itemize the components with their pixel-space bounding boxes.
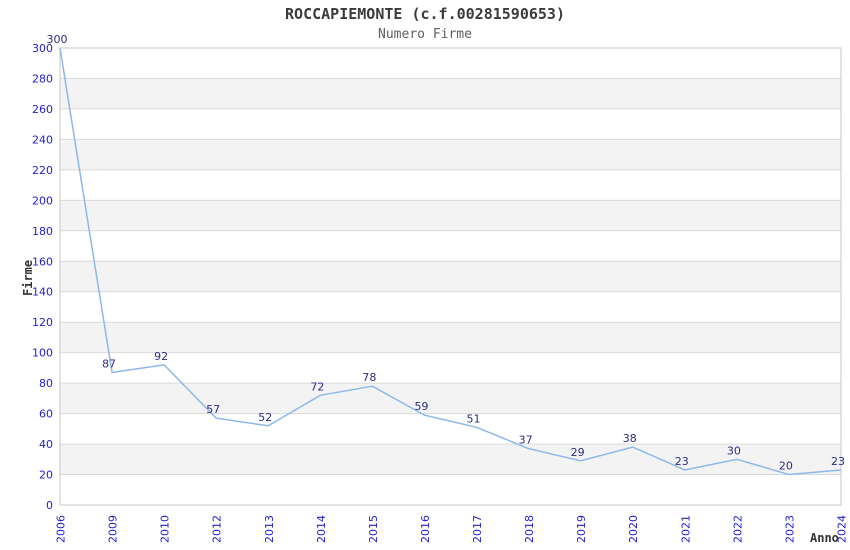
y-tick-label: 160 xyxy=(32,255,53,268)
data-point-label: 59 xyxy=(414,400,428,413)
y-tick-label: 200 xyxy=(32,194,53,207)
y-tick-label: 300 xyxy=(32,42,53,55)
x-tick-label: 2010 xyxy=(159,515,172,543)
plot-band xyxy=(60,200,841,231)
x-tick-label: 2013 xyxy=(263,515,276,543)
y-tick-label: 240 xyxy=(32,133,53,146)
plot-band xyxy=(60,261,841,292)
y-tick-label: 80 xyxy=(39,377,53,390)
y-tick-label: 60 xyxy=(39,408,53,421)
x-tick-label: 2014 xyxy=(315,515,328,543)
plot-band xyxy=(60,383,841,414)
x-tick-label: 2012 xyxy=(211,515,224,543)
data-point-label: 87 xyxy=(102,357,116,370)
data-point-label: 92 xyxy=(154,350,168,363)
y-tick-label: 220 xyxy=(32,164,53,177)
plot-band xyxy=(60,322,841,353)
plot-band xyxy=(60,139,841,170)
data-point-label: 72 xyxy=(310,380,324,393)
plot-band xyxy=(60,230,841,262)
x-tick-label: 2016 xyxy=(419,515,432,543)
plot-band xyxy=(60,78,841,109)
x-tick-label: 2023 xyxy=(783,515,796,543)
x-tick-label: 2024 xyxy=(836,515,849,543)
data-point-label: 30 xyxy=(727,444,741,457)
y-tick-label: 260 xyxy=(32,103,53,116)
chart-title: ROCCAPIEMONTE (c.f.00281590653) xyxy=(285,5,565,23)
data-point-label: 38 xyxy=(623,432,637,445)
plot-band xyxy=(60,48,841,79)
plot-band xyxy=(60,444,841,475)
data-point-label: 78 xyxy=(362,371,376,384)
chart-subtitle: Numero Firme xyxy=(378,27,472,42)
y-tick-label: 20 xyxy=(39,469,53,482)
x-tick-label: 2018 xyxy=(523,515,536,543)
y-tick-label: 280 xyxy=(32,72,53,85)
data-point-label: 300 xyxy=(47,33,68,46)
plot-band xyxy=(60,108,841,140)
x-tick-label: 2020 xyxy=(627,515,640,543)
data-point-label: 37 xyxy=(519,434,533,447)
x-tick-label: 2021 xyxy=(679,515,692,543)
y-tick-label: 40 xyxy=(39,438,53,451)
plot-band xyxy=(60,413,841,445)
data-point-label: 23 xyxy=(675,455,689,468)
series-line xyxy=(59,47,842,476)
data-point-label: 20 xyxy=(779,460,793,473)
plot-border xyxy=(59,47,842,506)
data-point-label: 29 xyxy=(571,446,585,459)
y-tick-label: 120 xyxy=(32,316,53,329)
data-point-label: 51 xyxy=(467,412,481,425)
x-tick-label: 2019 xyxy=(575,515,588,543)
plot-band xyxy=(60,474,841,505)
x-tick-label: 2006 xyxy=(55,515,68,543)
y-axis-title: Firme xyxy=(21,260,35,296)
y-tick-label: 100 xyxy=(32,347,53,360)
x-tick-label: 2022 xyxy=(731,515,744,543)
x-tick-label: 2017 xyxy=(471,515,484,543)
plot-band xyxy=(60,291,841,323)
data-point-label: 57 xyxy=(206,403,220,416)
y-tick-label: 180 xyxy=(32,225,53,238)
y-tick-label: 0 xyxy=(46,499,53,512)
x-axis-title: Anno xyxy=(810,531,839,545)
data-point-label: 23 xyxy=(831,455,845,468)
plot-band xyxy=(60,352,841,384)
y-tick-label: 140 xyxy=(32,286,53,299)
x-tick-label: 2015 xyxy=(367,515,380,543)
x-tick-label: 2009 xyxy=(107,515,120,543)
data-point-label: 52 xyxy=(258,411,272,424)
plot-band xyxy=(60,169,841,201)
